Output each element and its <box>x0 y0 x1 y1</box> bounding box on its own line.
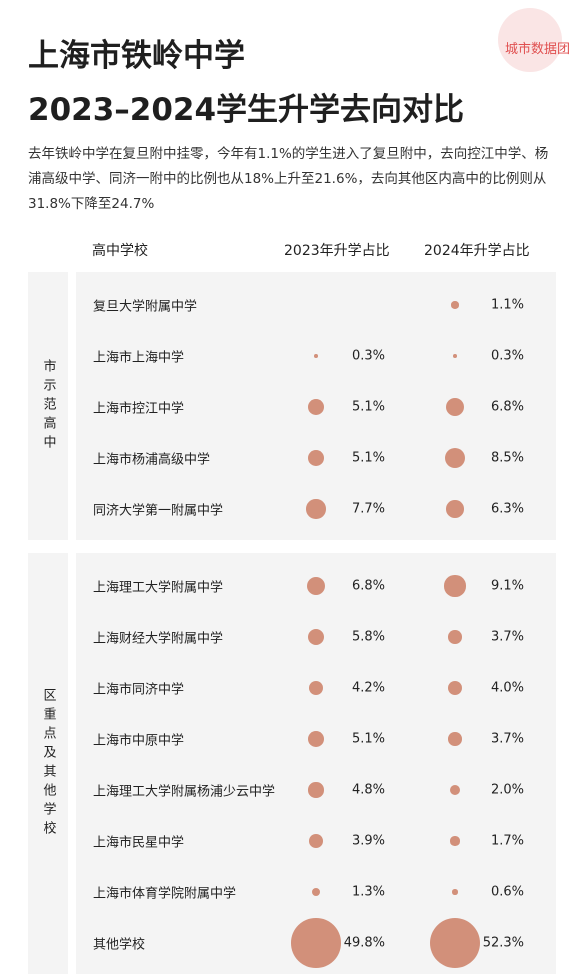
bubble <box>307 628 325 646</box>
percent-label: 3.9% <box>351 833 385 849</box>
percent-label: 2.0% <box>490 782 524 798</box>
school-name: 复旦大学附属中学 <box>93 299 198 315</box>
bubble <box>291 918 341 968</box>
percent-label: 4.8% <box>351 782 385 798</box>
bubble <box>451 301 459 309</box>
school-name: 上海市杨浦高级中学 <box>93 452 211 468</box>
percent-label: 4.0% <box>490 680 524 696</box>
school-name: 上海市体育学院附属中学 <box>93 886 237 902</box>
school-name: 上海市中原中学 <box>93 733 185 749</box>
logo-badge <box>498 8 562 72</box>
percent-label: 6.8% <box>351 578 385 594</box>
percent-label: 52.3% <box>482 935 524 951</box>
bubble <box>453 354 457 358</box>
bubble <box>450 785 460 795</box>
percent-label: 3.7% <box>490 731 524 747</box>
bubble <box>308 731 324 747</box>
percent-label: 0.3% <box>490 348 524 364</box>
bubble <box>444 575 466 597</box>
percent-label: 5.1% <box>351 731 385 747</box>
school-name: 上海市上海中学 <box>93 350 185 366</box>
column-header: 2024年升学占比 <box>424 243 530 259</box>
school-name: 其他学校 <box>93 937 146 953</box>
bubble <box>429 917 481 969</box>
percent-label: 6.8% <box>490 399 524 415</box>
percent-label: 49.8% <box>343 935 385 951</box>
school-name: 同济大学第一附属中学 <box>93 503 224 519</box>
school-name: 上海理工大学附属中学 <box>93 580 224 596</box>
bubble <box>452 889 458 895</box>
bubble <box>309 834 323 848</box>
column-header: 高中学校 <box>92 243 148 259</box>
percent-label: 8.5% <box>490 450 524 466</box>
column-header: 2023年升学占比 <box>284 243 390 259</box>
percent-label: 9.1% <box>490 578 524 594</box>
percent-label: 5.1% <box>351 450 385 466</box>
bubble <box>446 500 464 518</box>
bubble <box>308 782 324 798</box>
logo: 城市数据团 <box>504 42 570 57</box>
bubble <box>308 680 324 696</box>
bubble <box>445 397 465 417</box>
bubble <box>448 681 462 695</box>
percent-label: 5.1% <box>351 399 385 415</box>
percent-label: 4.2% <box>351 680 385 696</box>
bubble <box>448 630 462 644</box>
bubble <box>308 450 324 466</box>
bubble <box>444 447 466 469</box>
bubble <box>450 836 460 846</box>
school-name: 上海市同济中学 <box>93 682 185 698</box>
group-label: 市示范高中 <box>28 272 68 540</box>
bubble <box>306 576 326 596</box>
title: 2023–2024学生升学去向对比 <box>28 92 465 128</box>
percent-label: 1.1% <box>490 297 524 313</box>
percent-label: 5.8% <box>351 629 385 645</box>
school-name: 上海市民星中学 <box>93 835 185 851</box>
percent-label: 6.3% <box>490 501 524 517</box>
school-name: 上海财经大学附属中学 <box>93 631 224 647</box>
school-name: 上海理工大学附属杨浦少云中学 <box>93 784 276 800</box>
bubble <box>312 888 320 896</box>
intro: 去年铁岭中学在复旦附中挂零，今年有1.1%的学生进入了复旦附中，去向控江中学、杨… <box>28 146 549 212</box>
bubble <box>308 399 324 415</box>
percent-label: 3.7% <box>490 629 524 645</box>
percent-label: 0.3% <box>351 348 385 364</box>
group-label: 区重点及其他学校 <box>28 553 68 974</box>
bubble <box>314 354 318 358</box>
percent-label: 0.6% <box>490 884 524 900</box>
bubble <box>306 499 326 519</box>
school-name: 上海市控江中学 <box>93 401 185 417</box>
percent-label: 1.3% <box>351 884 385 900</box>
group-panel <box>76 553 556 974</box>
bubble <box>448 732 462 746</box>
title: 上海市铁岭中学 <box>28 38 245 74</box>
percent-label: 1.7% <box>490 833 524 849</box>
percent-label: 7.7% <box>351 501 385 517</box>
